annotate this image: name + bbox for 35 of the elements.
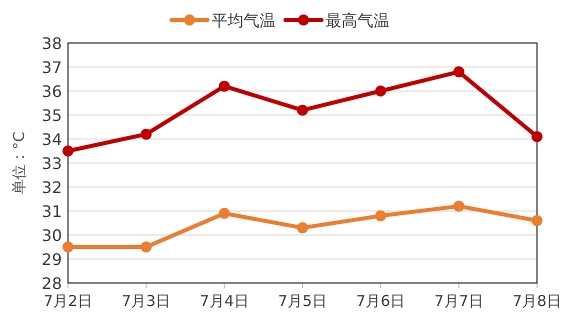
y-tick-label: 34 — [42, 130, 62, 149]
point — [218, 80, 230, 92]
x-tick-label: 7月7日 — [434, 292, 484, 310]
point — [218, 208, 230, 219]
point — [62, 242, 74, 252]
y-tick-label: 28 — [42, 274, 62, 293]
y-axis-title: 单位：°C — [10, 132, 28, 194]
point — [140, 242, 152, 252]
point — [140, 128, 152, 140]
legend-label: 最高气温 — [326, 11, 390, 30]
y-tick-label: 37 — [42, 58, 62, 77]
legend-label: 平均气温 — [212, 11, 276, 30]
x-tick-label: 7月4日 — [200, 292, 249, 310]
point — [375, 86, 386, 96]
y-tick-label: 38 — [42, 34, 62, 53]
point — [532, 215, 542, 226]
point — [297, 104, 308, 116]
x-tick-label: 7月8日 — [512, 292, 562, 310]
y-tick-label: 30 — [42, 226, 62, 245]
point — [62, 146, 74, 156]
point — [297, 222, 308, 234]
y-tick-label: 29 — [42, 250, 62, 269]
x-tick-label: 7月2日 — [43, 292, 93, 310]
point — [453, 66, 464, 78]
y-tick-label: 36 — [42, 82, 62, 101]
x-tick-label: 7月6日 — [356, 292, 406, 310]
y-tick-label: 31 — [42, 202, 62, 221]
point — [375, 210, 386, 222]
x-tick-label: 7月3日 — [122, 292, 171, 310]
point — [532, 131, 542, 142]
y-tick-label: 35 — [42, 106, 62, 125]
x-tick-label: 7月5日 — [278, 292, 328, 310]
point — [453, 200, 464, 212]
y-tick-label: 32 — [42, 178, 62, 197]
y-tick-label: 33 — [42, 154, 62, 173]
